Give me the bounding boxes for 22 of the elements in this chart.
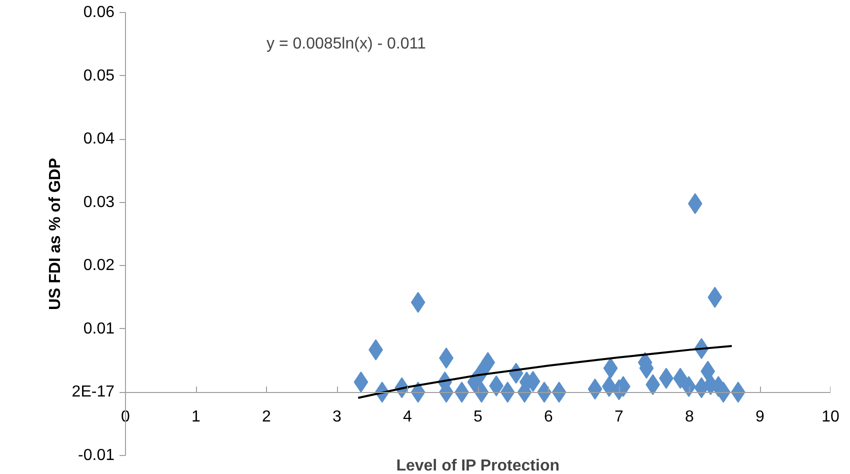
x-tick-label: 10 — [822, 408, 840, 426]
annotation: y = 0.0085ln(x) - 0.011 — [266, 36, 426, 52]
y-tick-label: 0.03 — [83, 194, 115, 211]
y-tick-label: 0.05 — [83, 67, 115, 84]
y-tick-label: 0.02 — [83, 257, 115, 274]
x-tick-label: 7 — [614, 408, 624, 426]
x-tick-label: 2 — [262, 408, 272, 426]
x-tick-label: 9 — [756, 408, 765, 426]
x-tick-label: 3 — [332, 408, 342, 426]
x-axis-title: Level of IP Protection — [396, 458, 560, 474]
x-tick-label: 1 — [192, 408, 201, 426]
y-tick-label: 0.06 — [83, 4, 115, 21]
y-tick-label: 2E-17 — [72, 384, 115, 401]
y-tick-label: 0.01 — [83, 320, 115, 338]
line-series — [357, 345, 733, 399]
x-tick-label: 8 — [685, 408, 694, 426]
x-tick-label: 6 — [544, 408, 554, 426]
y-tick-label: -0.01 — [78, 447, 115, 464]
y-tick-label: 0.04 — [83, 130, 115, 148]
x-tick-label: 4 — [403, 408, 412, 426]
y-axis-title: US FDI as % of GDP — [46, 158, 64, 310]
x-tick-label: 5 — [474, 408, 483, 426]
